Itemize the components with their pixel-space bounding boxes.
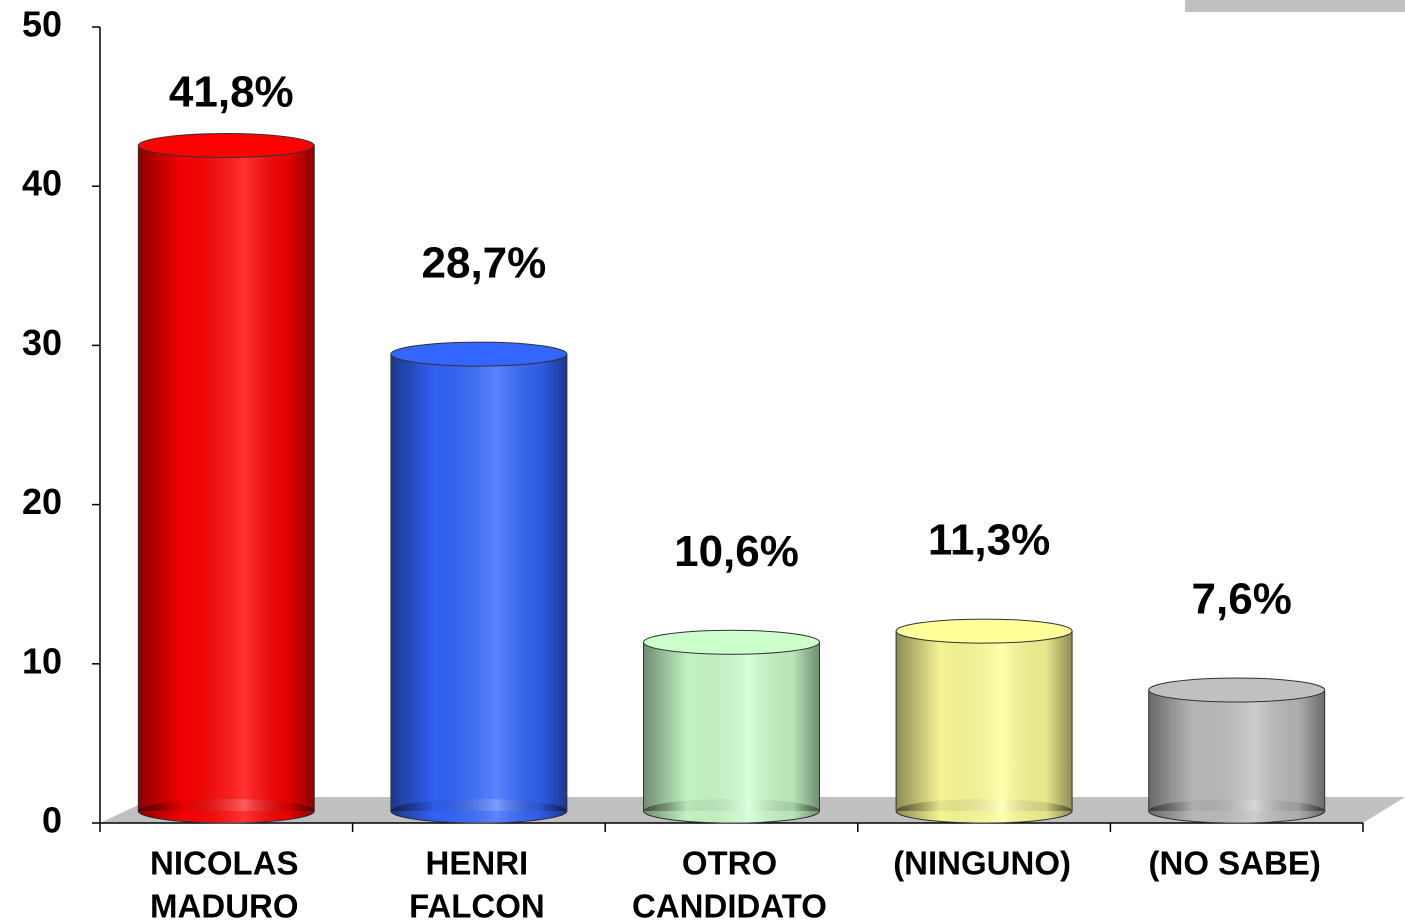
x-tick-label: OTRO — [682, 845, 777, 882]
decoration — [1185, 0, 1405, 12]
value-label: 11,3% — [928, 516, 1050, 565]
x-tick-label: MADURO — [150, 888, 298, 924]
x-tick-label: CANDIDATO — [632, 888, 827, 924]
y-tick-label: 0 — [42, 800, 62, 841]
x-tick-label: (NO SABE) — [1149, 845, 1321, 882]
y-tick-label: 50 — [22, 4, 62, 45]
x-tick-label: NICOLAS — [150, 845, 299, 882]
bar — [390, 341, 568, 824]
bar — [895, 618, 1073, 824]
value-label: 41,8% — [169, 68, 294, 117]
x-tick-label: (NINGUNO) — [893, 845, 1071, 882]
value-label: 28,7% — [422, 239, 547, 288]
value-label: 10,6% — [674, 527, 799, 576]
y-tick-label: 40 — [22, 163, 62, 204]
x-tick-label: FALCON — [409, 888, 545, 924]
x-tick-label: HENRI — [426, 845, 529, 882]
y-tick-label: 10 — [22, 640, 62, 681]
bar — [1148, 677, 1326, 824]
y-tick-label: 30 — [22, 322, 62, 363]
bar — [137, 133, 315, 824]
value-label: 7,6% — [1192, 575, 1292, 624]
bar — [643, 629, 820, 824]
y-tick-label: 20 — [22, 481, 62, 522]
